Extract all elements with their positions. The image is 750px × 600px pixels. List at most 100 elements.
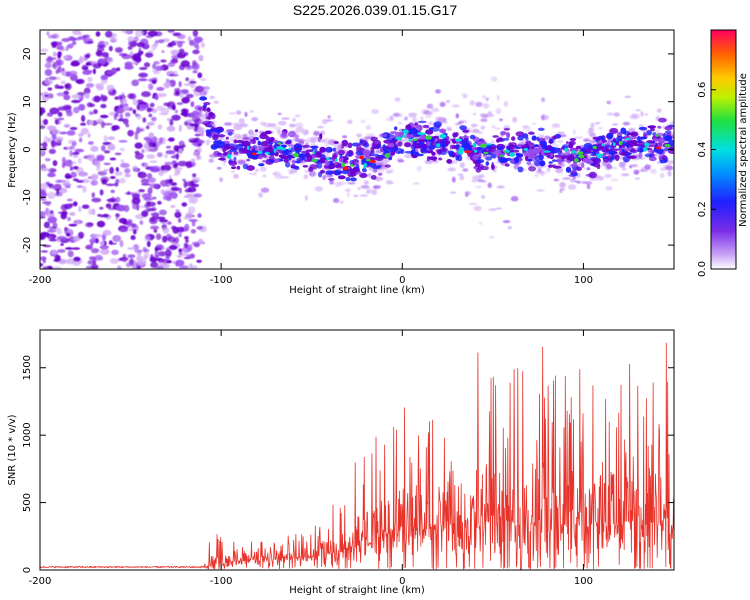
ridge-blob <box>493 149 502 156</box>
hot-spot <box>486 143 492 146</box>
noise-blob <box>146 154 156 160</box>
noise-blob <box>40 107 46 115</box>
ridge-blob <box>379 147 385 152</box>
halo-blob <box>477 131 483 135</box>
ridge-blob <box>283 158 289 163</box>
noise-blob <box>108 242 117 245</box>
noise-blob <box>71 141 77 147</box>
ridge-blob <box>389 131 398 135</box>
halo-blob <box>480 118 488 122</box>
ridge-blob <box>664 126 673 131</box>
noise-blob <box>166 260 172 264</box>
halo-blob <box>459 119 468 124</box>
noise-blob <box>176 102 184 105</box>
noise-blob <box>66 198 73 202</box>
noise-blob <box>151 212 160 218</box>
halo-blob <box>428 121 434 126</box>
halo-blob <box>459 175 465 181</box>
noise-blob <box>140 178 149 184</box>
halo-blob <box>304 195 308 201</box>
halo-blob <box>652 129 661 133</box>
ridge-blob <box>308 166 314 172</box>
noise-blob <box>146 201 151 205</box>
noise-blob <box>116 265 122 269</box>
halo-blob <box>267 123 277 128</box>
ridge-blob <box>417 120 427 124</box>
ridge-blob <box>429 127 434 131</box>
hot-spot <box>543 150 551 153</box>
noise-blob <box>92 175 99 179</box>
ridge-blob <box>388 156 393 161</box>
ridge-blob <box>233 151 239 155</box>
ridge-blob <box>306 153 310 157</box>
ridge-blob <box>319 146 326 153</box>
halo-blob <box>253 171 258 177</box>
ridge-blob <box>472 154 479 161</box>
noise-blob <box>164 161 173 166</box>
halo-blob <box>435 89 441 94</box>
halo-blob <box>578 162 582 166</box>
hot-spot <box>595 153 604 157</box>
colorbar-tick-label: 0.4 <box>697 142 708 158</box>
ridge-blob <box>412 142 420 148</box>
ridge-blob <box>230 166 237 170</box>
noise-blob <box>78 171 89 177</box>
ridge-blob <box>262 159 266 163</box>
halo-blob <box>400 138 409 142</box>
noise-blob <box>51 250 58 255</box>
halo-blob <box>492 169 497 173</box>
halo-blob <box>372 185 381 189</box>
halo-blob <box>229 136 235 141</box>
noise-blob <box>149 160 158 163</box>
noise-blob <box>124 168 131 174</box>
halo-blob <box>412 117 417 123</box>
noise-blob <box>78 137 83 143</box>
halo-blob <box>638 124 644 127</box>
hot-spot <box>363 164 366 169</box>
halo-blob <box>398 121 402 125</box>
noise-blob <box>71 247 81 250</box>
noise-blob <box>96 85 104 91</box>
noise-blob <box>118 140 128 143</box>
noise-blob <box>175 152 179 161</box>
ridge-blob <box>250 153 260 159</box>
noise-blob <box>91 197 102 203</box>
noise-blob <box>178 218 182 223</box>
ridge-blob <box>531 155 537 162</box>
ridge-blob <box>552 135 557 140</box>
noise-blob <box>120 162 130 168</box>
hot-spot <box>439 133 447 139</box>
ridge-blob <box>471 146 476 151</box>
noise-blob <box>40 231 50 237</box>
noise-blob <box>44 158 51 162</box>
halo-blob <box>237 159 246 165</box>
noise-blob <box>107 136 116 141</box>
ridge-blob <box>370 175 377 180</box>
noise-blob <box>40 215 46 219</box>
noise-blob <box>109 37 118 43</box>
noise-blob <box>127 191 131 195</box>
halo-blob <box>457 173 464 176</box>
halo-blob <box>311 136 320 140</box>
noise-blob <box>121 54 132 60</box>
halo-blob <box>209 95 215 100</box>
noise-blob <box>127 93 135 99</box>
noise-blob <box>99 240 105 246</box>
noise-blob <box>66 232 71 237</box>
noise-blob <box>60 80 66 85</box>
ridge-blob <box>492 135 499 138</box>
ridge-blob <box>491 162 495 169</box>
noise-blob <box>158 169 164 177</box>
ridge-blob <box>636 141 646 145</box>
ridge-blob <box>341 139 349 147</box>
ridge-blob <box>527 158 533 162</box>
ridge-blob <box>341 169 350 175</box>
ridge-blob <box>222 149 226 153</box>
noise-blob <box>198 54 204 62</box>
ridge-blob <box>355 150 365 156</box>
noise-blob <box>48 236 53 240</box>
hot-spot <box>499 154 505 157</box>
halo-blob <box>367 173 372 178</box>
noise-blob <box>73 155 79 158</box>
